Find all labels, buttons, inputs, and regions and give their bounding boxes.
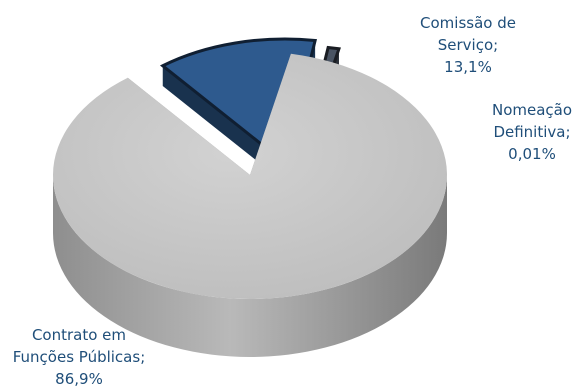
slice-label-nomeacao-definitiva: Nomeação Definitiva; 0,01% bbox=[491, 101, 573, 163]
slice-label-comissao-servico: Comissão de Serviço; 13,1% bbox=[420, 14, 516, 76]
slice-label-contrato-funcoes-publicas: Contrato em Funções Públicas; 86,9% bbox=[12, 326, 146, 388]
pie-slice-contrato-em-funcoes-publicas bbox=[52, 53, 447, 357]
